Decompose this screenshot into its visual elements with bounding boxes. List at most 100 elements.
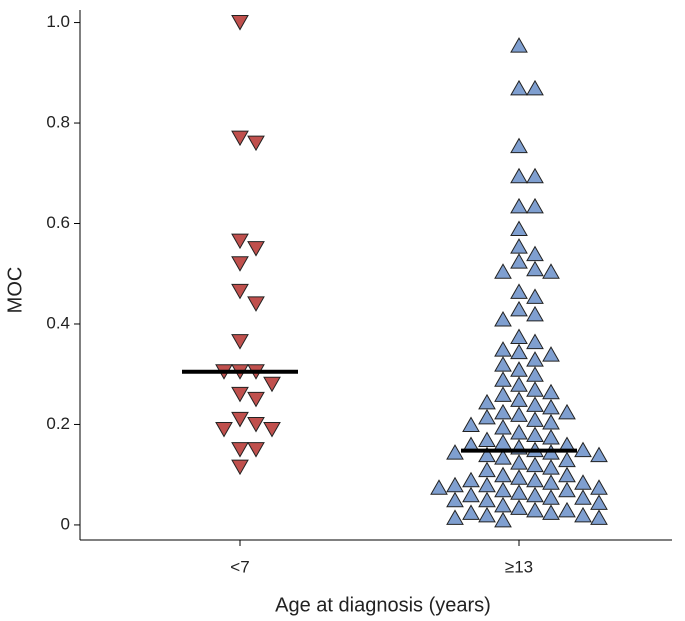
x-tick-label: ≥13 bbox=[505, 557, 533, 576]
point bbox=[478, 461, 496, 478]
point bbox=[231, 15, 249, 31]
point bbox=[542, 489, 560, 505]
point bbox=[526, 396, 544, 412]
point bbox=[478, 476, 496, 493]
point bbox=[446, 491, 464, 508]
point bbox=[494, 466, 512, 483]
point bbox=[231, 442, 249, 458]
point bbox=[526, 197, 544, 214]
point bbox=[526, 456, 544, 473]
point bbox=[526, 501, 544, 518]
point bbox=[526, 351, 544, 367]
point bbox=[478, 491, 496, 508]
point bbox=[510, 499, 528, 515]
point bbox=[526, 260, 544, 277]
point bbox=[494, 386, 512, 402]
point bbox=[526, 79, 544, 96]
point bbox=[247, 442, 265, 458]
point bbox=[510, 220, 528, 237]
point bbox=[510, 328, 528, 345]
point bbox=[446, 476, 464, 493]
point bbox=[462, 504, 480, 520]
point bbox=[510, 167, 528, 184]
point bbox=[510, 484, 528, 500]
point bbox=[231, 386, 249, 403]
point bbox=[510, 300, 528, 317]
point bbox=[494, 449, 512, 465]
point bbox=[574, 441, 592, 458]
point bbox=[526, 167, 544, 184]
y-tick-label: 0.6 bbox=[46, 213, 70, 232]
point bbox=[494, 481, 512, 498]
point bbox=[494, 263, 512, 279]
point bbox=[494, 310, 512, 327]
y-tick-label: 0 bbox=[61, 514, 70, 533]
point bbox=[526, 426, 544, 443]
point bbox=[558, 403, 576, 420]
x-tick-label: <7 bbox=[230, 557, 249, 576]
point bbox=[494, 434, 512, 450]
point bbox=[478, 506, 496, 523]
point bbox=[510, 283, 528, 299]
point bbox=[247, 241, 265, 257]
point bbox=[231, 130, 249, 147]
point bbox=[231, 233, 249, 250]
point bbox=[526, 471, 544, 488]
point bbox=[526, 305, 544, 322]
point bbox=[542, 263, 560, 279]
point bbox=[231, 459, 249, 476]
point bbox=[542, 346, 560, 362]
point bbox=[558, 451, 576, 468]
point bbox=[446, 444, 464, 460]
point bbox=[510, 343, 528, 360]
point bbox=[478, 431, 496, 448]
point bbox=[558, 481, 576, 498]
point bbox=[215, 421, 233, 438]
y-tick-label: 0.8 bbox=[46, 113, 70, 132]
point bbox=[231, 256, 249, 272]
point bbox=[510, 253, 528, 269]
point bbox=[247, 391, 265, 408]
point bbox=[510, 79, 528, 96]
point bbox=[542, 474, 560, 490]
point bbox=[263, 421, 281, 438]
point bbox=[574, 474, 592, 490]
point bbox=[526, 245, 544, 262]
point bbox=[558, 501, 576, 518]
point bbox=[231, 283, 249, 300]
x-axis-label: Age at diagnosis (years) bbox=[275, 594, 491, 616]
point bbox=[231, 411, 249, 428]
point bbox=[263, 376, 281, 393]
point bbox=[526, 333, 544, 350]
point bbox=[510, 376, 528, 392]
y-tick-label: 0.2 bbox=[46, 414, 70, 433]
point bbox=[462, 416, 480, 432]
point bbox=[247, 296, 265, 312]
point bbox=[494, 403, 512, 420]
point bbox=[478, 408, 496, 425]
point bbox=[478, 393, 496, 410]
point bbox=[247, 135, 265, 152]
point bbox=[574, 506, 592, 523]
point bbox=[510, 423, 528, 440]
point bbox=[574, 489, 592, 505]
point bbox=[590, 494, 608, 510]
point bbox=[494, 341, 512, 357]
point bbox=[590, 446, 608, 463]
point bbox=[430, 479, 448, 495]
point bbox=[558, 466, 576, 483]
point bbox=[231, 334, 249, 350]
point bbox=[510, 137, 528, 154]
point bbox=[247, 416, 265, 433]
point bbox=[526, 486, 544, 503]
point bbox=[510, 469, 528, 485]
point bbox=[510, 37, 528, 53]
point bbox=[494, 496, 512, 513]
point bbox=[526, 381, 544, 397]
point bbox=[494, 511, 512, 528]
point bbox=[510, 406, 528, 422]
point bbox=[542, 398, 560, 415]
point bbox=[510, 391, 528, 407]
point bbox=[526, 366, 544, 382]
y-tick-label: 0.4 bbox=[46, 313, 70, 332]
